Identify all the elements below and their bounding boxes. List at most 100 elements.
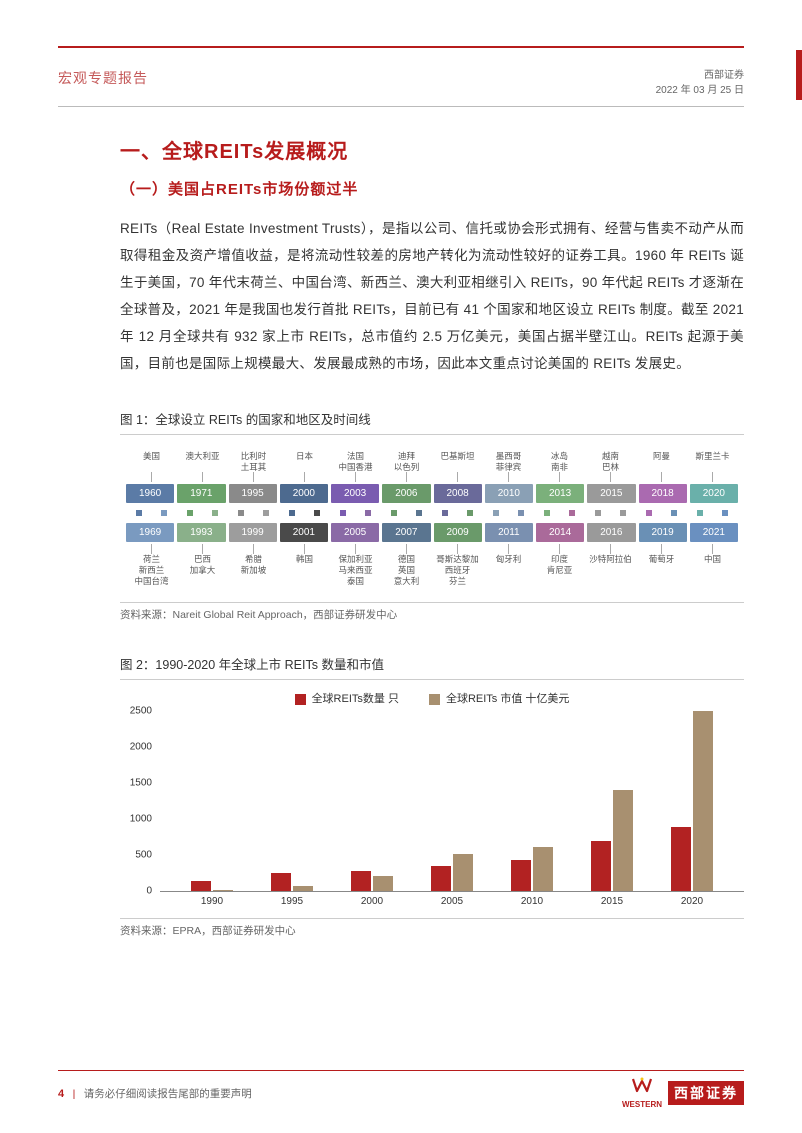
timeline-year-chip: 2018 [639,484,687,503]
logo-cn: 西部证券 [668,1081,744,1105]
bar-group [351,871,393,891]
x-tick: 2005 [430,892,474,907]
timeline-year-chip: 2014 [536,523,584,542]
y-tick: 1500 [130,778,152,789]
header-category: 宏观专题报告 [58,68,148,88]
bar-group [431,854,473,891]
timeline-year-chip: 2015 [587,484,635,503]
heading-1: 一、全球REITs发展概况 [120,135,744,164]
timeline-label: 斯里兰卡 [687,451,738,472]
timeline-label: 美国 [126,451,177,472]
timeline-label: 沙特阿拉伯 [585,554,636,586]
timeline-year-chip: 2013 [536,484,584,503]
bar [591,841,611,891]
timeline-label: 巴西 加拿大 [177,554,228,586]
timeline-label: 荷兰 新西兰 中国台湾 [126,554,177,586]
page-header: 宏观专题报告 西部证券 2022 年 03 月 25 日 [58,48,744,107]
legend-item-0: 全球REITs数量 只 [295,690,399,706]
timeline-year-chip: 2008 [434,484,482,503]
timeline-label: 法国 中国香港 [330,451,381,472]
bar [213,890,233,891]
header-org: 西部证券 [656,68,744,83]
footer-disclaimer: 请务必仔细阅读报告尾部的重要声明 [84,1088,252,1100]
bar [191,881,211,891]
bar-group [511,847,553,891]
timeline-bottom-stems [120,544,744,554]
timeline-label: 韩国 [279,554,330,586]
timeline-label: 葡萄牙 [636,554,687,586]
footer-sep: | [73,1088,76,1100]
timeline-year-chip: 2011 [485,523,533,542]
bar-group [271,873,313,891]
timeline-year-chip: 1971 [177,484,225,503]
timeline-year-chip: 2009 [434,523,482,542]
timeline-label: 比利时 土耳其 [228,451,279,472]
chart-bars [160,712,744,891]
chart-plot: 05001000150020002500 [160,712,744,892]
fig1-source: 资料来源：Nareit Global Reit Approach，西部证券研发中… [120,602,744,622]
bar-group [591,790,633,892]
timeline-year-chip: 2006 [382,484,430,503]
bar [351,871,371,891]
timeline-top-chips: 1960197119952000200320062008201020132015… [120,484,744,503]
chart-legend: 全球REITs数量 只 全球REITs 市值 十亿美元 [120,690,744,712]
timeline-year-chip: 2010 [485,484,533,503]
timeline-year-chip: 2016 [587,523,635,542]
timeline-label: 德国 英国 意大利 [381,554,432,586]
x-tick: 2015 [590,892,634,907]
header-meta: 西部证券 2022 年 03 月 25 日 [656,68,744,98]
x-axis: 1990199520002005201020152020 [160,892,744,907]
timeline-bottom-labels: 荷兰 新西兰 中国台湾巴西 加拿大希腊 新加坡韩国保加利亚 马来西亚 泰国德国 … [120,554,744,586]
bar [453,854,473,891]
timeline-label: 越南 巴林 [585,451,636,472]
bar [271,873,291,891]
timeline-year-chip: 1993 [177,523,225,542]
fig1-timeline: 美国澳大利亚比利时 土耳其日本法国 中国香港迪拜 以色列巴基斯坦墨西哥 菲律宾冰… [120,447,744,594]
timeline-year-chip: 2007 [382,523,430,542]
x-tick: 1995 [270,892,314,907]
timeline-year-chip: 1969 [126,523,174,542]
timeline-year-chip: 2020 [690,484,738,503]
timeline-label: 印度 肯尼亚 [534,554,585,586]
x-tick: 2010 [510,892,554,907]
bar [533,847,553,891]
bar [671,827,691,891]
bar-group [191,881,233,891]
fig2-source: 资料来源：EPRA，西部证券研发中心 [120,918,744,938]
y-tick: 2000 [130,742,152,753]
y-tick: 1000 [130,814,152,825]
y-axis: 05001000150020002500 [120,712,156,891]
timeline-label: 希腊 新加坡 [228,554,279,586]
bar [693,711,713,891]
timeline-year-chip: 2001 [280,523,328,542]
logo-en: WESTERN [622,1100,662,1109]
page-number: 4 [58,1088,64,1100]
timeline-label: 迪拜 以色列 [381,451,432,472]
timeline-label: 墨西哥 菲律宾 [483,451,534,472]
timeline-top-stems [120,472,744,482]
bar [613,790,633,892]
timeline-top-labels: 美国澳大利亚比利时 土耳其日本法国 中国香港迪拜 以色列巴基斯坦墨西哥 菲律宾冰… [120,451,744,472]
timeline-year-chip: 2021 [690,523,738,542]
timeline-year-chip: 1995 [229,484,277,503]
logo-mark-wrap: WESTERN [622,1077,662,1109]
bar [373,876,393,891]
header-date: 2022 年 03 月 25 日 [656,83,744,98]
legend-item-1: 全球REITs 市值 十亿美元 [429,690,569,706]
logo-w-icon [631,1077,653,1095]
fig1-title: 图 1：全球设立 REITs 的国家和地区及时间线 [120,409,744,435]
bar [431,866,451,891]
y-tick: 500 [135,850,152,861]
timeline-label: 澳大利亚 [177,451,228,472]
timeline-label: 中国 [687,554,738,586]
fig2-chart: 全球REITs数量 只 全球REITs 市值 十亿美元 050010001500… [120,690,744,910]
bar [511,860,531,891]
timeline-year-chip: 2000 [280,484,328,503]
fig2-title: 图 2：1990-2020 年全球上市 REITs 数量和市值 [120,654,744,680]
x-tick: 2020 [670,892,714,907]
timeline-year-chip: 2005 [331,523,379,542]
timeline-label: 冰岛 南非 [534,451,585,472]
timeline-year-chip: 1960 [126,484,174,503]
timeline-year-chip: 2019 [639,523,687,542]
x-tick: 2000 [350,892,394,907]
